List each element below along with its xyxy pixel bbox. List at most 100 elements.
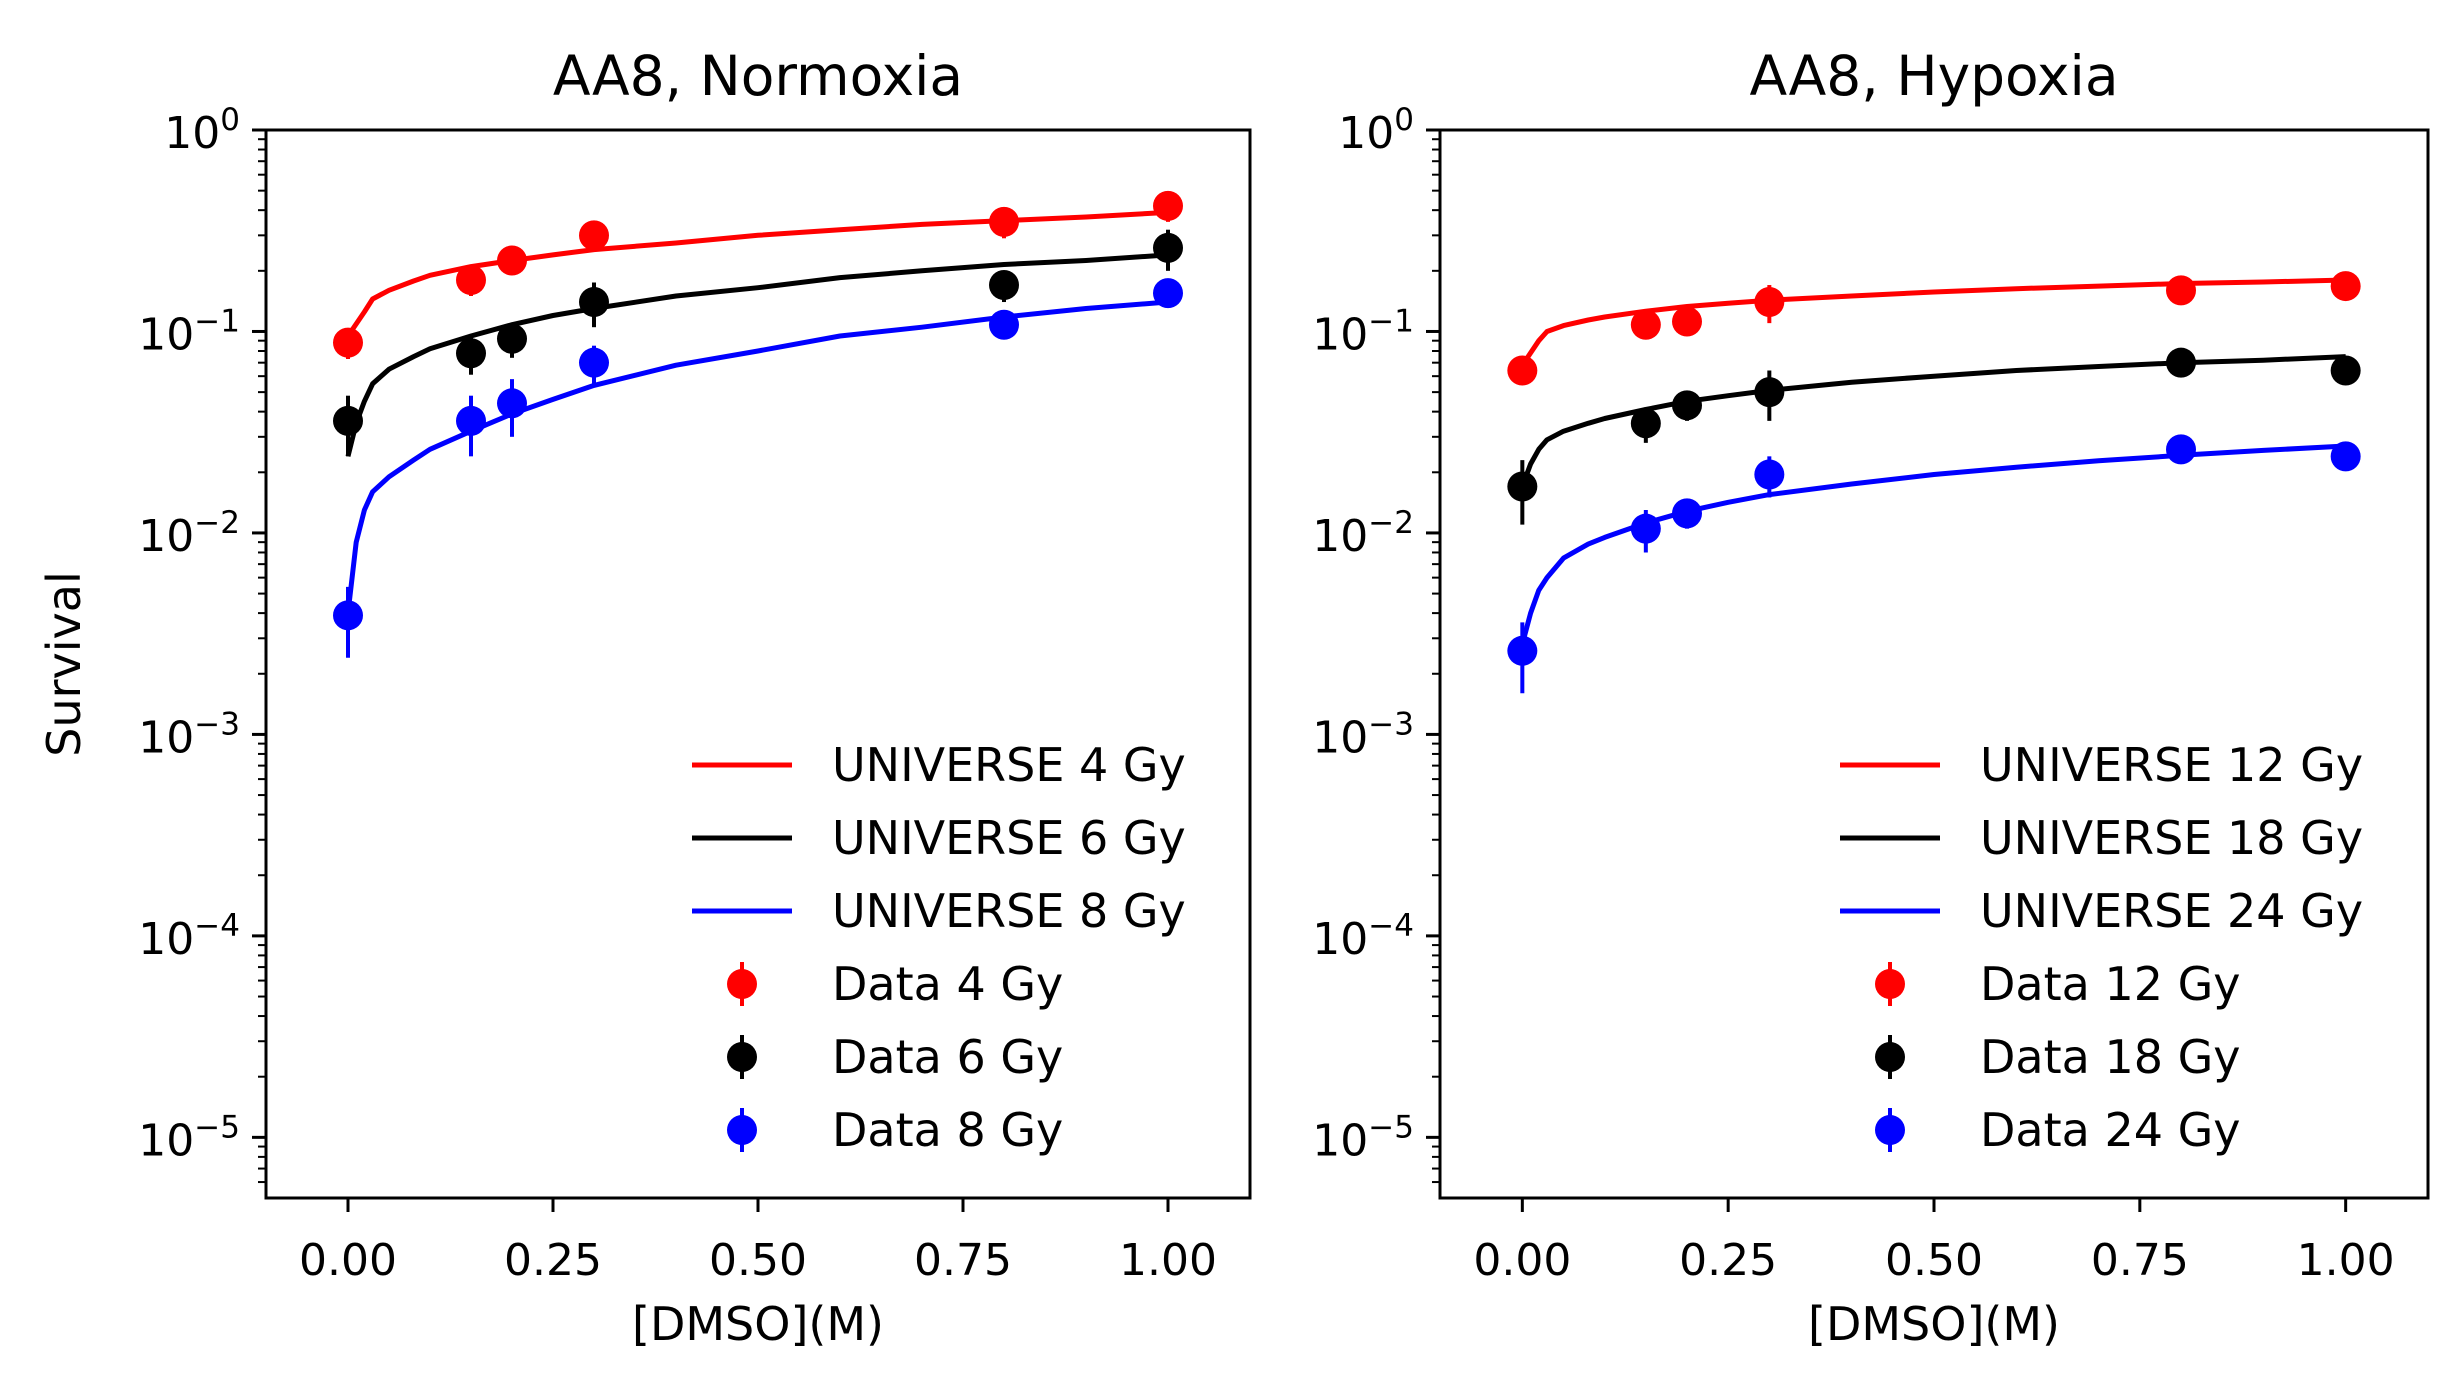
data-point [2166,275,2196,306]
y-tick-label: 10−2 [138,505,240,562]
series-line [345,209,1169,338]
data-point [2330,271,2361,302]
legend-entry: UNIVERSE 6 Gy [692,811,1186,865]
series-line [1519,354,2346,488]
legend-point-swatch [727,1035,757,1079]
series-line [345,252,1169,457]
data-point [1507,355,1538,386]
data-point [1672,306,1702,337]
x-tick-label: 1.00 [1119,1235,1217,1286]
data-point [1672,498,1702,529]
y-tick-exponent: −5 [1368,1109,1414,1145]
y-tick-label: 10−1 [1312,303,1414,360]
y-tick-base: 10 [1312,511,1368,562]
y-tick-base: 10 [138,511,194,562]
data-point [497,245,527,276]
x-tick-label: 0.00 [299,1235,397,1286]
legend-label: Data 18 Gy [1980,1030,2240,1084]
legend-marker [727,969,757,999]
legend-marker [1875,1042,1905,1072]
x-tick-label: 1.00 [2297,1235,2395,1286]
legend-label: Data 12 Gy [1980,957,2240,1011]
x-tick-label: 0.50 [709,1235,807,1286]
y-tick-label: 100 [164,102,240,159]
y-tick-label: 10−2 [1312,505,1414,562]
x-tick-label: 0.25 [1679,1235,1777,1286]
x-tick-label: 0.75 [914,1235,1012,1286]
legend-marker [727,1115,757,1145]
y-tick-label: 10−3 [138,706,240,763]
legend-label: Data 24 Gy [1980,1103,2240,1157]
y-tick-exponent: 0 [1394,102,1414,138]
y-tick-base: 10 [138,309,194,360]
data-point [1153,190,1183,221]
y-tick-base: 10 [138,1115,194,1166]
legend-label: UNIVERSE 8 Gy [832,884,1186,938]
legend-label: UNIVERSE 12 Gy [1980,738,2363,792]
data-point [1630,513,1661,544]
data-point [2166,434,2196,465]
plot-area [1507,271,2361,694]
y-tick-exponent: −3 [194,706,240,742]
data-point [989,270,1019,301]
data-point [2330,441,2361,472]
y-tick-label: 10−5 [1312,1109,1414,1166]
legend-entry: Data 6 Gy [727,1030,1063,1084]
data-point [456,405,486,436]
data-point [2330,355,2361,386]
x-tick-label: 0.25 [504,1235,602,1286]
legend-point-swatch [727,1108,757,1152]
x-axis-label: [DMSO](M) [632,1297,884,1351]
legend-label: UNIVERSE 18 Gy [1980,811,2363,865]
data-point [2166,347,2196,378]
y-tick-label: 10−1 [138,303,240,360]
legend: UNIVERSE 12 Gy UNIVERSE 18 Gy UNIVERSE 2… [1840,738,2363,1157]
y-tick-exponent: −3 [1368,706,1414,742]
legend-entry: UNIVERSE 24 Gy [1840,884,2363,938]
legend-marker [1875,1115,1905,1145]
data-point [333,327,363,358]
legend-label: Data 8 Gy [832,1103,1063,1157]
legend-entry: UNIVERSE 12 Gy [1840,738,2363,792]
data-point [497,388,527,419]
legend-entry: UNIVERSE 18 Gy [1840,811,2363,865]
legend-point-swatch [1875,962,1905,1006]
chart-title: AA8, Normoxia [553,44,963,108]
y-tick-exponent: −4 [194,908,240,944]
plot-area [333,190,1183,658]
data-point [1754,459,1785,490]
y-tick-base: 10 [138,712,194,763]
data-point [989,206,1019,237]
data-point [579,220,609,251]
legend-entry: UNIVERSE 8 Gy [692,884,1186,938]
y-tick-base: 10 [1312,914,1368,965]
y-tick-label: 100 [1338,102,1414,159]
normoxia-panel: AA8, Normoxia 0.00 0.25 0.50 0.75 1.00 1… [37,44,1252,1351]
x-axis: 0.00 0.25 0.50 0.75 1.00 [299,1198,1217,1286]
y-tick-exponent: −4 [1368,908,1414,944]
data-point [1153,278,1183,309]
y-tick-base: 10 [1312,1115,1368,1166]
y-tick-exponent: −2 [194,505,240,541]
legend-entry: Data 4 Gy [727,957,1063,1011]
legend-point-swatch [1875,1035,1905,1079]
y-tick-label: 10−5 [138,1109,240,1166]
data-point [333,405,363,436]
series-line [345,299,1169,614]
y-tick-exponent: −1 [194,303,240,339]
legend-label: Data 4 Gy [832,957,1063,1011]
data-point [579,287,609,318]
data-point [579,347,609,378]
y-tick-base: 10 [1338,108,1394,159]
data-point [1754,287,1785,318]
y-tick-exponent: −1 [1368,303,1414,339]
x-axis-label: [DMSO](M) [1808,1297,2060,1351]
y-tick-exponent: 0 [220,102,240,138]
y-axis: 100 10−1 10−2 10−3 10−4 10−5 [1312,102,1440,1184]
legend-entry: Data 8 Gy [727,1103,1063,1157]
legend-label: UNIVERSE 4 Gy [832,738,1186,792]
y-tick-base: 10 [1312,309,1368,360]
legend-point-swatch [1875,1108,1905,1152]
y-tick-label: 10−4 [1312,908,1414,965]
